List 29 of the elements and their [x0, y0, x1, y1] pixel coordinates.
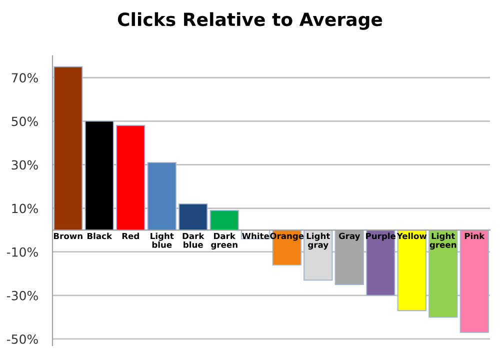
bar [460, 230, 489, 333]
bar [366, 230, 396, 296]
bar [428, 230, 458, 318]
y-tick-label: -10% [6, 247, 38, 257]
bar [397, 230, 426, 312]
x-tick-label: Dark green [211, 232, 238, 250]
x-tick-label: White [242, 232, 270, 240]
x-tick-label: Gray [338, 232, 360, 241]
x-tick-label: Red [122, 232, 139, 240]
bar [210, 210, 239, 231]
x-tick-label: Dark blue [182, 232, 204, 248]
y-tick-label: -50% [6, 334, 38, 344]
y-tick-label: 10% [12, 204, 38, 214]
bar [54, 66, 83, 231]
x-tick-label: Light green [430, 232, 456, 250]
y-tick-label: 50% [12, 116, 38, 126]
x-tick-label: Pink [464, 232, 485, 240]
x-tick-label: Brown [54, 232, 82, 240]
x-tick-label: Light gray [306, 232, 330, 250]
y-tick-label: 70% [12, 73, 38, 83]
x-tick-label: Light blue [150, 232, 174, 248]
bar [116, 125, 146, 231]
x-tick-label: Black [87, 232, 112, 240]
bar [178, 203, 208, 231]
y-tick-label: -30% [6, 290, 38, 300]
bar [84, 120, 114, 231]
y-tick-label: 30% [12, 160, 38, 170]
chart-title: Clicks Relative to Average [118, 12, 382, 30]
bar [147, 162, 176, 231]
